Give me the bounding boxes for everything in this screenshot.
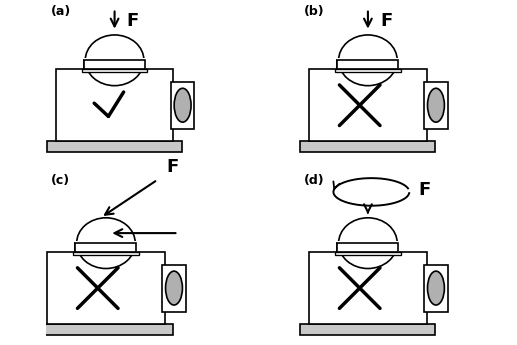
Bar [337, 58, 399, 71]
Bar [56, 69, 173, 141]
Bar [424, 265, 448, 312]
Bar [338, 243, 399, 252]
Ellipse shape [428, 88, 445, 122]
Bar [337, 240, 399, 254]
Bar [73, 252, 139, 255]
Text: (a): (a) [51, 5, 71, 18]
Bar [162, 265, 186, 312]
Bar [75, 243, 136, 252]
Text: F: F [380, 12, 392, 30]
Bar [424, 82, 448, 129]
Bar [300, 324, 435, 335]
Bar [84, 60, 145, 69]
Text: F: F [127, 12, 139, 30]
Bar [47, 141, 182, 152]
Bar [48, 252, 164, 324]
Bar [82, 69, 147, 72]
Ellipse shape [77, 218, 135, 268]
Bar [335, 252, 401, 255]
Text: F: F [418, 181, 430, 199]
Text: (c): (c) [51, 174, 70, 187]
Bar [338, 60, 399, 69]
Bar [338, 60, 399, 69]
Ellipse shape [339, 35, 397, 86]
Bar [335, 69, 401, 72]
Text: F: F [166, 158, 178, 176]
Bar [300, 141, 435, 152]
Ellipse shape [339, 218, 397, 268]
Bar [38, 324, 173, 335]
Bar [84, 60, 145, 69]
Bar [309, 69, 427, 141]
Bar [75, 240, 137, 254]
Ellipse shape [174, 88, 191, 122]
Ellipse shape [165, 271, 183, 305]
Ellipse shape [428, 271, 445, 305]
Bar [75, 243, 136, 252]
Bar [84, 58, 146, 71]
Bar [338, 243, 399, 252]
Text: (b): (b) [304, 5, 325, 18]
Ellipse shape [85, 35, 144, 86]
Bar [171, 82, 194, 129]
Text: (d): (d) [304, 174, 325, 187]
Bar [309, 252, 427, 324]
